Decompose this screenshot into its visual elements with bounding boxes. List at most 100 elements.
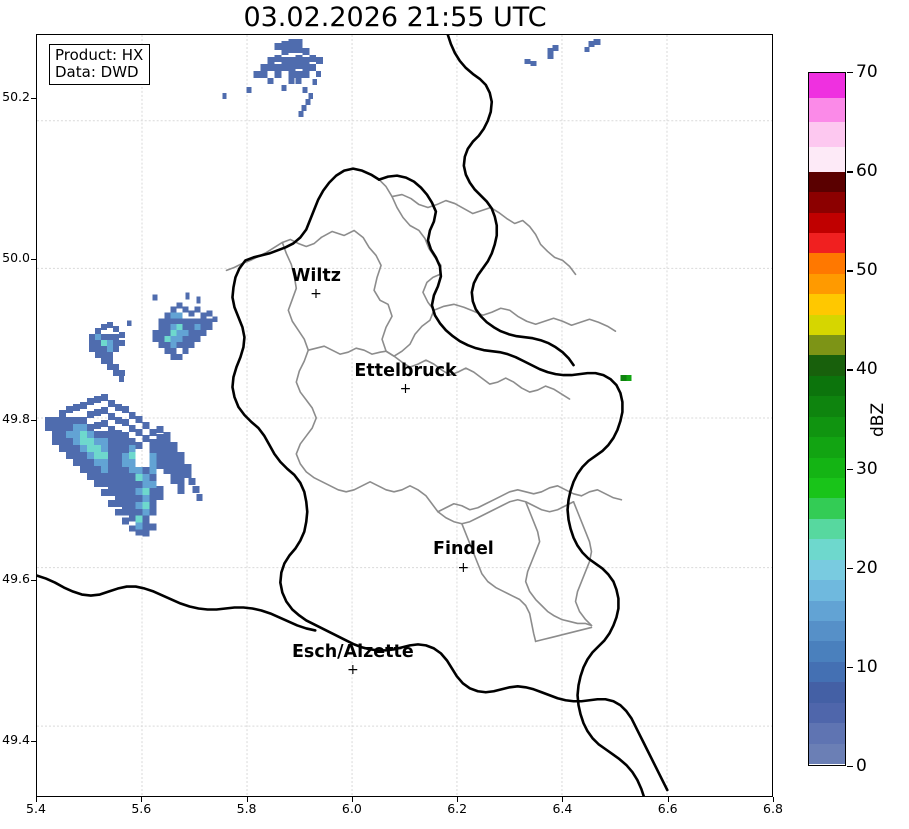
colorbar-segment [809, 97, 845, 123]
city-label: Esch/Alzette [291, 641, 414, 662]
city-marker-ettelbruck[interactable]: Ettelbruck + [354, 360, 457, 398]
y-tick [31, 98, 36, 100]
echo-east-green-pixel [620, 375, 632, 382]
colorbar-tick-label: 60 [856, 161, 878, 182]
map-canvas [37, 35, 772, 796]
colorbar-segment [809, 539, 845, 560]
colorbar-segment [809, 641, 845, 662]
colorbar-segment [809, 743, 845, 764]
gridlines [37, 35, 772, 796]
colorbar-segment [809, 375, 845, 397]
colorbar[interactable] [808, 72, 846, 766]
city-label: Findel [433, 539, 494, 560]
echo-west-large [44, 394, 203, 537]
echo-west-mid [88, 320, 132, 383]
x-tick [246, 797, 248, 802]
colorbar-tick-label: 10 [856, 656, 878, 677]
colorbar-segment [809, 212, 845, 233]
colorbar-tick [847, 270, 853, 272]
colorbar-segment [809, 355, 845, 376]
colorbar-segment [809, 478, 845, 499]
data-source-label: Data: DWD [55, 62, 139, 81]
city-marker-wiltz[interactable]: Wiltz + [291, 265, 341, 303]
x-tick [457, 797, 459, 802]
echo-north-cluster [222, 38, 324, 117]
colorbar-segment [809, 335, 845, 356]
colorbar-tick [847, 369, 853, 371]
x-tick [667, 797, 669, 802]
colorbar-tick-label: 40 [856, 359, 878, 380]
colorbar-tick-label: 20 [856, 557, 878, 578]
colorbar-segment [809, 273, 845, 295]
x-tick-label: 6.0 [341, 801, 362, 816]
map-plot-area[interactable]: Product: HX Data: DWD Wiltz + Ettelbruck… [36, 34, 773, 797]
city-marker-esch-alzette[interactable]: Esch/Alzette + [291, 641, 414, 679]
y-tick [31, 740, 36, 742]
colorbar-tick [847, 468, 853, 470]
x-tick-label: 6.4 [552, 801, 573, 816]
city-cross-icon: + [310, 286, 322, 303]
colorbar-segment [809, 498, 845, 519]
colorbar-tick-label: 70 [856, 62, 878, 82]
colorbar-segment [809, 171, 845, 193]
colorbar-segment [809, 73, 845, 98]
x-tick [351, 797, 353, 802]
echo-west-upper [152, 292, 218, 361]
colorbar-segment [809, 122, 845, 148]
colorbar-tick [847, 766, 853, 768]
x-tick-label: 5.8 [236, 801, 257, 816]
colorbar-segment [809, 147, 845, 172]
x-tick-label: 5.4 [26, 801, 46, 816]
city-cross-icon: + [457, 559, 470, 576]
colorbar-tick [847, 666, 853, 669]
colorbar-segment [809, 294, 845, 315]
y-tick [31, 258, 36, 260]
colorbar-segment [809, 314, 845, 336]
x-tick-label: 6.6 [657, 801, 678, 816]
city-cross-icon: + [399, 381, 412, 398]
page-title: 03.02.2026 21:55 UTC [243, 2, 547, 33]
city-label: Wiltz [291, 265, 341, 286]
x-tick [36, 797, 37, 802]
product-label: Product: HX [55, 46, 144, 64]
city-label: Ettelbruck [354, 360, 457, 381]
x-tick-label: 5.6 [131, 801, 152, 816]
city-marker-findel[interactable]: Findel + [433, 541, 494, 575]
district-borders [225, 178, 623, 643]
country-borders [37, 35, 669, 796]
colorbar-segment [809, 580, 845, 601]
colorbar-segment [809, 232, 845, 254]
colorbar-segment [809, 559, 845, 581]
colorbar-segment [809, 192, 845, 213]
x-tick [141, 797, 143, 802]
colorbar-segment [809, 620, 845, 642]
colorbar-segment [809, 661, 845, 683]
colorbar-segment [809, 600, 845, 621]
radar-echo-layer [44, 38, 632, 537]
product-info-box: Product: HX Data: DWD [49, 44, 151, 85]
colorbar-tick-label: 30 [856, 458, 878, 479]
echo-northeast-cells [524, 38, 601, 66]
colorbar-tick-label: 50 [856, 260, 878, 281]
colorbar-segment [809, 682, 845, 703]
colorbar-segment [809, 457, 845, 479]
colorbar-tick [847, 567, 853, 570]
x-tick-label: 6.2 [447, 801, 468, 816]
colorbar-segment [809, 253, 845, 274]
colorbar-segment [809, 396, 845, 417]
colorbar-segment [809, 416, 845, 438]
y-tick [31, 419, 36, 421]
city-cross-icon: + [346, 662, 359, 679]
colorbar-segment [809, 518, 845, 540]
x-tick [773, 797, 774, 802]
colorbar-segment [809, 437, 845, 458]
y-tick [31, 580, 36, 582]
colorbar-segment [809, 702, 845, 724]
colorbar-segment [809, 723, 845, 744]
colorbar-title: dBZ [868, 402, 888, 437]
colorbar-tick [847, 171, 853, 173]
colorbar-tick-label: 0 [856, 756, 867, 776]
x-tick-label: 6.8 [763, 801, 783, 816]
colorbar-tick [847, 72, 853, 74]
